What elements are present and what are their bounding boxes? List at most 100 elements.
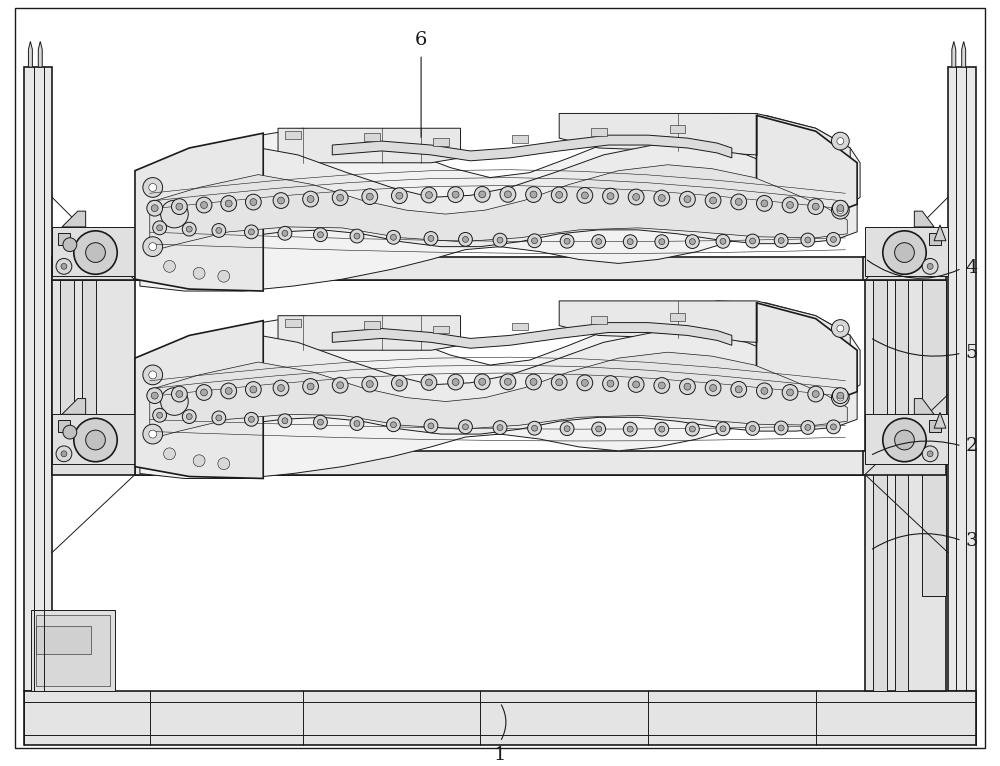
Circle shape bbox=[532, 237, 537, 244]
Circle shape bbox=[56, 258, 72, 274]
Circle shape bbox=[278, 414, 292, 427]
Bar bbox=[433, 326, 449, 333]
Polygon shape bbox=[150, 165, 847, 251]
Circle shape bbox=[216, 415, 222, 421]
Circle shape bbox=[201, 389, 207, 396]
Circle shape bbox=[830, 424, 836, 430]
Bar bbox=[52, 257, 135, 280]
Circle shape bbox=[182, 410, 196, 424]
Bar bbox=[929, 421, 941, 432]
Circle shape bbox=[196, 197, 212, 213]
Circle shape bbox=[787, 201, 793, 208]
Bar bbox=[285, 131, 301, 139]
Circle shape bbox=[658, 195, 665, 201]
Bar bbox=[60, 280, 74, 451]
Circle shape bbox=[448, 187, 463, 202]
Circle shape bbox=[196, 385, 212, 401]
Circle shape bbox=[452, 378, 459, 385]
Circle shape bbox=[149, 243, 157, 250]
Circle shape bbox=[603, 188, 618, 204]
Circle shape bbox=[387, 417, 400, 432]
Circle shape bbox=[86, 430, 105, 450]
Circle shape bbox=[551, 187, 567, 203]
Circle shape bbox=[390, 234, 396, 241]
Circle shape bbox=[350, 417, 364, 430]
Circle shape bbox=[337, 195, 344, 201]
Circle shape bbox=[832, 200, 848, 216]
Circle shape bbox=[497, 424, 503, 430]
Circle shape bbox=[577, 375, 593, 391]
Circle shape bbox=[424, 419, 438, 433]
Circle shape bbox=[564, 238, 570, 244]
Circle shape bbox=[74, 418, 117, 462]
Circle shape bbox=[314, 415, 327, 429]
Circle shape bbox=[504, 191, 511, 198]
Circle shape bbox=[837, 138, 844, 145]
Circle shape bbox=[282, 417, 288, 424]
Circle shape bbox=[248, 417, 254, 422]
Circle shape bbox=[560, 422, 574, 436]
Circle shape bbox=[551, 375, 567, 390]
Circle shape bbox=[479, 378, 486, 385]
Circle shape bbox=[176, 391, 183, 398]
Circle shape bbox=[474, 374, 490, 390]
Circle shape bbox=[628, 377, 644, 392]
Polygon shape bbox=[962, 41, 966, 67]
Bar bbox=[591, 128, 607, 136]
Circle shape bbox=[149, 371, 157, 379]
Circle shape bbox=[282, 231, 288, 236]
Circle shape bbox=[830, 237, 836, 242]
Circle shape bbox=[161, 200, 188, 228]
Circle shape bbox=[774, 421, 788, 435]
Bar bbox=[36, 627, 91, 654]
Circle shape bbox=[731, 194, 747, 210]
Bar bbox=[929, 233, 941, 244]
Polygon shape bbox=[914, 211, 934, 227]
Polygon shape bbox=[62, 211, 86, 227]
Circle shape bbox=[801, 421, 815, 434]
Bar bbox=[865, 227, 948, 277]
Circle shape bbox=[628, 189, 644, 205]
Circle shape bbox=[248, 229, 254, 235]
Circle shape bbox=[244, 412, 258, 426]
Circle shape bbox=[493, 233, 507, 247]
Bar bbox=[865, 414, 948, 463]
Circle shape bbox=[350, 229, 364, 243]
Circle shape bbox=[827, 420, 840, 434]
Circle shape bbox=[61, 264, 67, 270]
Bar bbox=[36, 614, 110, 686]
Bar bbox=[865, 280, 946, 691]
Circle shape bbox=[556, 379, 563, 386]
Polygon shape bbox=[332, 322, 732, 349]
Polygon shape bbox=[278, 316, 461, 350]
Bar bbox=[24, 691, 976, 745]
Circle shape bbox=[883, 418, 926, 462]
Circle shape bbox=[596, 238, 602, 244]
Bar bbox=[285, 319, 301, 326]
Circle shape bbox=[883, 231, 926, 274]
Polygon shape bbox=[278, 128, 461, 163]
Circle shape bbox=[186, 226, 192, 232]
Circle shape bbox=[500, 186, 516, 202]
Circle shape bbox=[303, 378, 318, 394]
Bar bbox=[31, 610, 115, 691]
Circle shape bbox=[831, 388, 849, 407]
Circle shape bbox=[927, 264, 933, 270]
Polygon shape bbox=[559, 113, 850, 163]
Text: 5: 5 bbox=[966, 344, 978, 362]
Circle shape bbox=[278, 385, 284, 391]
Circle shape bbox=[307, 383, 314, 390]
Polygon shape bbox=[914, 398, 934, 414]
Circle shape bbox=[273, 193, 289, 208]
Circle shape bbox=[761, 388, 768, 394]
Circle shape bbox=[526, 187, 541, 202]
Bar bbox=[512, 135, 528, 143]
Circle shape bbox=[193, 267, 205, 279]
Circle shape bbox=[459, 232, 472, 247]
Polygon shape bbox=[559, 301, 850, 350]
Circle shape bbox=[782, 197, 798, 213]
Circle shape bbox=[592, 422, 606, 436]
Circle shape bbox=[459, 420, 472, 434]
Circle shape bbox=[452, 192, 459, 198]
Text: 1: 1 bbox=[494, 746, 506, 764]
